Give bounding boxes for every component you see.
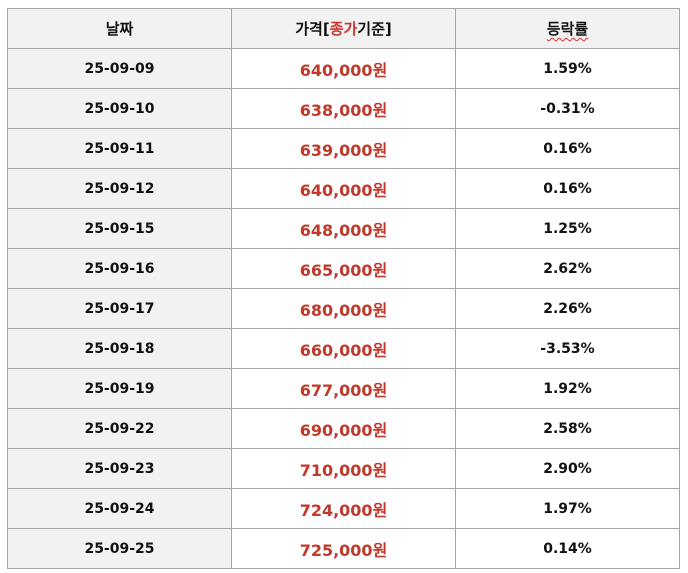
table-row: 25-09-11 639,000원 0.16% — [7, 128, 680, 169]
price-cell: 638,000원 — [231, 88, 456, 129]
price-cell: 677,000원 — [231, 368, 456, 409]
change-cell: 0.14% — [455, 528, 680, 569]
price-table: 날짜 가격[종가기준] 등락률 25-09-09 640,000원 1.59% 25-… — [7, 8, 680, 569]
change-cell: 1.97% — [455, 488, 680, 529]
table-header: 날짜 가격[종가기준] 등락률 — [7, 8, 680, 49]
date-cell: 25-09-19 — [7, 368, 232, 409]
table-row: 25-09-18 660,000원 -3.53% — [7, 328, 680, 369]
table-row: 25-09-12 640,000원 0.16% — [7, 168, 680, 209]
header-text: 기준] — [357, 20, 392, 38]
table-row: 25-09-15 648,000원 1.25% — [7, 208, 680, 249]
header-cell: 날짜 — [7, 8, 232, 49]
change-cell: 0.16% — [455, 168, 680, 209]
header-cell: 가격[종가기준] — [231, 8, 456, 49]
table-body: 25-09-09 640,000원 1.59% 25-09-10 638,000원 -0.… — [7, 48, 680, 569]
date-cell: 25-09-09 — [7, 48, 232, 89]
date-cell: 25-09-23 — [7, 448, 232, 489]
change-cell: -3.53% — [455, 328, 680, 369]
change-cell: 2.58% — [455, 408, 680, 449]
date-cell: 25-09-10 — [7, 88, 232, 129]
price-cell: 710,000원 — [231, 448, 456, 489]
price-cell: 680,000원 — [231, 288, 456, 329]
header-row: 날짜 가격[종가기준] 등락률 — [7, 8, 680, 49]
date-cell: 25-09-24 — [7, 488, 232, 529]
change-cell: 1.25% — [455, 208, 680, 249]
price-cell: 648,000원 — [231, 208, 456, 249]
header-cell: 등락률 — [455, 8, 680, 49]
change-cell: 1.59% — [455, 48, 680, 89]
table-row: 25-09-24 724,000원 1.97% — [7, 488, 680, 529]
price-cell: 660,000원 — [231, 328, 456, 369]
table-row: 25-09-19 677,000원 1.92% — [7, 368, 680, 409]
date-cell: 25-09-11 — [7, 128, 232, 169]
table-row: 25-09-09 640,000원 1.59% — [7, 48, 680, 89]
date-cell: 25-09-15 — [7, 208, 232, 249]
price-cell: 639,000원 — [231, 128, 456, 169]
change-cell: 1.92% — [455, 368, 680, 409]
table-row: 25-09-23 710,000원 2.90% — [7, 448, 680, 489]
price-cell: 640,000원 — [231, 48, 456, 89]
change-cell: -0.31% — [455, 88, 680, 129]
price-cell: 690,000원 — [231, 408, 456, 449]
header-text: 등락률 — [546, 20, 589, 38]
price-cell: 724,000원 — [231, 488, 456, 529]
header-text: 가격[ — [295, 20, 330, 38]
date-cell: 25-09-12 — [7, 168, 232, 209]
table-row: 25-09-10 638,000원 -0.31% — [7, 88, 680, 129]
price-cell: 640,000원 — [231, 168, 456, 209]
change-cell: 0.16% — [455, 128, 680, 169]
table-row: 25-09-16 665,000원 2.62% — [7, 248, 680, 289]
date-cell: 25-09-22 — [7, 408, 232, 449]
table-row: 25-09-17 680,000원 2.26% — [7, 288, 680, 329]
date-cell: 25-09-17 — [7, 288, 232, 329]
price-cell: 725,000원 — [231, 528, 456, 569]
date-cell: 25-09-18 — [7, 328, 232, 369]
date-cell: 25-09-25 — [7, 528, 232, 569]
price-cell: 665,000원 — [231, 248, 456, 289]
change-cell: 2.90% — [455, 448, 680, 489]
header-text: 종가 — [329, 20, 358, 38]
date-cell: 25-09-16 — [7, 248, 232, 289]
table-row: 25-09-22 690,000원 2.58% — [7, 408, 680, 449]
change-cell: 2.26% — [455, 288, 680, 329]
table-row: 25-09-25 725,000원 0.14% — [7, 528, 680, 569]
change-cell: 2.62% — [455, 248, 680, 289]
